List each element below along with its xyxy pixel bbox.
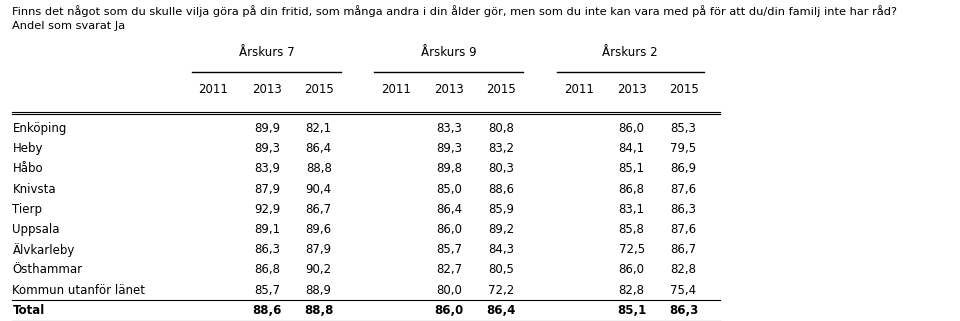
Text: 86,4: 86,4 (305, 142, 332, 155)
Text: Finns det något som du skulle vilja göra på din fritid, som många andra i din ål: Finns det något som du skulle vilja göra… (12, 5, 898, 17)
Text: 80,8: 80,8 (489, 122, 514, 135)
Text: Uppsala: Uppsala (12, 223, 60, 236)
Text: 86,0: 86,0 (436, 223, 463, 236)
Text: 86,3: 86,3 (253, 243, 280, 256)
Text: Håbo: Håbo (12, 162, 43, 175)
Text: 86,4: 86,4 (487, 304, 516, 317)
Text: Knivsta: Knivsta (12, 183, 56, 195)
Text: 86,8: 86,8 (618, 183, 645, 195)
Text: 86,0: 86,0 (618, 122, 645, 135)
Text: 89,3: 89,3 (436, 142, 463, 155)
Text: Älvkarleby: Älvkarleby (12, 243, 75, 257)
Text: 2015: 2015 (304, 83, 333, 96)
Text: 85,1: 85,1 (617, 304, 646, 317)
Text: 85,1: 85,1 (618, 162, 645, 175)
Text: 84,3: 84,3 (488, 243, 515, 256)
Text: 90,4: 90,4 (305, 183, 332, 195)
Text: 86,3: 86,3 (669, 304, 698, 317)
Text: 88,6: 88,6 (252, 304, 281, 317)
Text: 85,7: 85,7 (253, 284, 280, 297)
Text: 2011: 2011 (564, 83, 594, 96)
Text: 86,0: 86,0 (435, 304, 464, 317)
Text: 72,5: 72,5 (618, 243, 645, 256)
Text: 85,8: 85,8 (619, 223, 644, 236)
Text: 2011: 2011 (198, 83, 228, 96)
Text: 86,9: 86,9 (670, 162, 697, 175)
Text: 2013: 2013 (252, 83, 281, 96)
Text: 2011: 2011 (381, 83, 412, 96)
Text: 83,1: 83,1 (618, 203, 645, 216)
Text: 88,8: 88,8 (304, 304, 333, 317)
Text: 2015: 2015 (669, 83, 698, 96)
Text: 89,2: 89,2 (488, 223, 515, 236)
Text: 90,2: 90,2 (305, 264, 332, 276)
Text: 82,8: 82,8 (618, 284, 645, 297)
Text: 80,0: 80,0 (437, 284, 462, 297)
Text: 88,9: 88,9 (305, 284, 332, 297)
Text: 80,5: 80,5 (489, 264, 514, 276)
Text: 85,7: 85,7 (436, 243, 463, 256)
Text: Årskurs 7: Årskurs 7 (239, 47, 294, 59)
Text: 86,7: 86,7 (305, 203, 332, 216)
Text: 85,3: 85,3 (671, 122, 696, 135)
Text: 2015: 2015 (487, 83, 516, 96)
Text: Enköping: Enköping (12, 122, 67, 135)
Text: 89,1: 89,1 (253, 223, 280, 236)
Text: 86,3: 86,3 (670, 203, 697, 216)
Text: Heby: Heby (12, 142, 43, 155)
Text: 84,1: 84,1 (618, 142, 645, 155)
Text: 87,6: 87,6 (670, 183, 697, 195)
Text: 85,0: 85,0 (437, 183, 462, 195)
Text: 83,9: 83,9 (253, 162, 280, 175)
Text: Östhammar: Östhammar (12, 264, 83, 276)
Text: 83,2: 83,2 (488, 142, 515, 155)
Text: 2013: 2013 (435, 83, 464, 96)
Text: 86,8: 86,8 (253, 264, 280, 276)
Text: 88,6: 88,6 (488, 183, 515, 195)
Text: Årskurs 9: Årskurs 9 (421, 47, 476, 59)
Text: 2013: 2013 (617, 83, 646, 96)
Text: 80,3: 80,3 (489, 162, 514, 175)
Text: Tierp: Tierp (12, 203, 42, 216)
Text: 82,7: 82,7 (436, 264, 463, 276)
Text: 79,5: 79,5 (670, 142, 697, 155)
Text: Årskurs 2: Årskurs 2 (603, 47, 658, 59)
Text: 86,7: 86,7 (670, 243, 697, 256)
Text: 89,9: 89,9 (253, 122, 280, 135)
Text: 75,4: 75,4 (670, 284, 697, 297)
Text: Andel som svarat Ja: Andel som svarat Ja (12, 21, 126, 31)
Text: 86,0: 86,0 (618, 264, 645, 276)
Text: 83,3: 83,3 (437, 122, 462, 135)
Text: 88,8: 88,8 (306, 162, 331, 175)
Text: 87,6: 87,6 (670, 223, 697, 236)
Text: 82,8: 82,8 (670, 264, 697, 276)
Text: 85,9: 85,9 (488, 203, 515, 216)
Text: Kommun utanför länet: Kommun utanför länet (12, 284, 146, 297)
Text: 87,9: 87,9 (253, 183, 280, 195)
Text: 86,4: 86,4 (436, 203, 463, 216)
Text: 89,8: 89,8 (436, 162, 463, 175)
Text: 92,9: 92,9 (253, 203, 280, 216)
Text: 87,9: 87,9 (305, 243, 332, 256)
Text: Total: Total (12, 304, 45, 317)
Text: 89,3: 89,3 (253, 142, 280, 155)
Text: 89,6: 89,6 (305, 223, 332, 236)
Text: 72,2: 72,2 (488, 284, 515, 297)
Text: 82,1: 82,1 (305, 122, 332, 135)
